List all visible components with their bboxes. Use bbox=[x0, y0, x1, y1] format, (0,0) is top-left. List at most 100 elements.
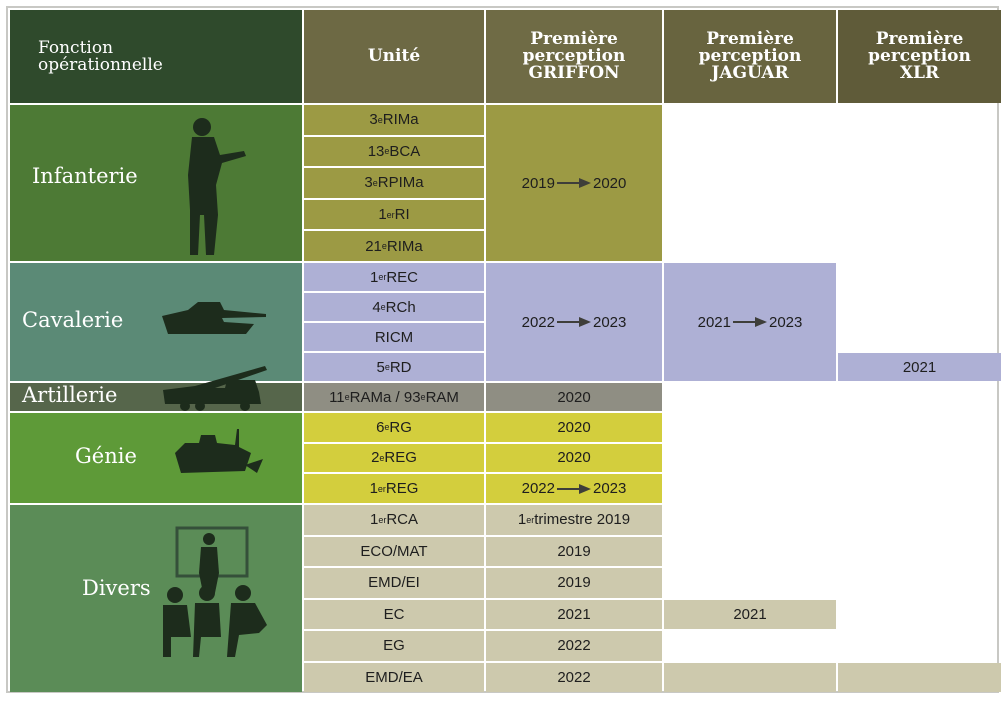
year-to: 2023 bbox=[593, 314, 626, 331]
text: 1 bbox=[518, 511, 526, 528]
header-text: GRIFFON bbox=[528, 65, 619, 82]
text: RICM bbox=[375, 329, 413, 346]
text: EMD/EA bbox=[365, 669, 423, 686]
text: EC bbox=[384, 606, 405, 623]
unit-cell: ECO/MAT bbox=[304, 537, 484, 567]
year-from: 2022 bbox=[522, 314, 555, 331]
text: 2021 bbox=[733, 606, 766, 623]
value-cell: 2021 2023 bbox=[664, 263, 836, 381]
text: RG bbox=[389, 419, 412, 436]
group-name: Génie bbox=[75, 444, 137, 468]
unit-cell: 21e RIMa bbox=[304, 231, 484, 261]
value-cell: 2019 bbox=[486, 568, 662, 598]
text: 1 bbox=[378, 206, 386, 223]
superscript: er bbox=[378, 515, 386, 525]
group-name: Infanterie bbox=[32, 164, 138, 188]
header-text: Fonction bbox=[38, 40, 113, 57]
year-to: 2023 bbox=[593, 480, 626, 497]
value-cell: 2020 bbox=[486, 383, 662, 411]
arrow bbox=[733, 316, 767, 328]
value-cell: 2022 2023 bbox=[486, 474, 662, 503]
text: 6 bbox=[376, 419, 384, 436]
header-cell: PremièreperceptionJAGUAR bbox=[664, 10, 836, 103]
text: RCA bbox=[386, 511, 418, 528]
arrow bbox=[557, 483, 591, 495]
text: 2021 bbox=[557, 606, 590, 623]
value-cell: 2022 2023 bbox=[486, 263, 662, 381]
text: RIMa bbox=[383, 111, 419, 128]
text: REG bbox=[384, 449, 417, 466]
text: 13 bbox=[368, 143, 385, 160]
text: 2022 bbox=[557, 669, 590, 686]
value-cell: 2019 bbox=[486, 537, 662, 567]
text: 2019 bbox=[557, 574, 590, 591]
text: 2020 bbox=[557, 389, 590, 406]
text: BCA bbox=[389, 143, 420, 160]
text: 2020 bbox=[557, 419, 590, 436]
superscript: er bbox=[378, 272, 386, 282]
year-from: 2019 bbox=[522, 175, 555, 192]
tank-icon bbox=[158, 298, 268, 338]
text: RAM bbox=[426, 389, 459, 406]
empty-cell bbox=[838, 663, 1001, 693]
text: 3 bbox=[364, 174, 372, 191]
page: Fonctionopérationnelle Unité Premièreperce… bbox=[0, 0, 1003, 705]
text: 5 bbox=[376, 359, 384, 376]
value-cell: 2020 bbox=[486, 444, 662, 473]
year-from: 2021 bbox=[698, 314, 731, 331]
superscript: er bbox=[526, 515, 534, 525]
text: RCh bbox=[386, 299, 416, 316]
unit-cell: EMD/EA bbox=[304, 663, 484, 693]
unit-cell: EMD/EI bbox=[304, 568, 484, 598]
unit-cell: EC bbox=[304, 600, 484, 630]
text: 3 bbox=[369, 111, 377, 128]
unit-cell: EG bbox=[304, 631, 484, 661]
text: REC bbox=[386, 269, 418, 286]
text: RD bbox=[390, 359, 412, 376]
unit-cell: RICM bbox=[304, 323, 484, 351]
value-cell: 2022 bbox=[486, 663, 662, 693]
text: RPIMa bbox=[378, 174, 424, 191]
group-name: Artillerie bbox=[22, 383, 117, 407]
header-text: Unité bbox=[368, 48, 420, 65]
text: 1 bbox=[370, 480, 378, 497]
text: EG bbox=[383, 637, 405, 654]
value-cell: 1er trimestre 2019 bbox=[486, 505, 662, 535]
text: 2021 bbox=[903, 359, 936, 376]
header-text: XLR bbox=[900, 65, 939, 82]
year-from: 2022 bbox=[522, 480, 555, 497]
year-to: 2023 bbox=[769, 314, 802, 331]
arrow bbox=[557, 316, 591, 328]
header-text: opérationnelle bbox=[38, 57, 163, 74]
empty-cell bbox=[664, 663, 836, 693]
text: 2020 bbox=[557, 449, 590, 466]
header-text: JAGUAR bbox=[711, 65, 788, 82]
arrow bbox=[557, 177, 591, 189]
text: REG bbox=[386, 480, 419, 497]
header-cell: Unité bbox=[304, 10, 484, 103]
text: RIMa bbox=[387, 238, 423, 255]
superscript: er bbox=[378, 484, 386, 494]
text: trimestre 2019 bbox=[534, 511, 630, 528]
soldier-icon bbox=[180, 115, 250, 260]
text: ECO/MAT bbox=[360, 543, 427, 560]
artillery-icon bbox=[155, 362, 270, 412]
text: RI bbox=[395, 206, 410, 223]
value-cell: 2022 bbox=[486, 631, 662, 661]
text: 21 bbox=[365, 238, 382, 255]
text: 1 bbox=[370, 511, 378, 528]
